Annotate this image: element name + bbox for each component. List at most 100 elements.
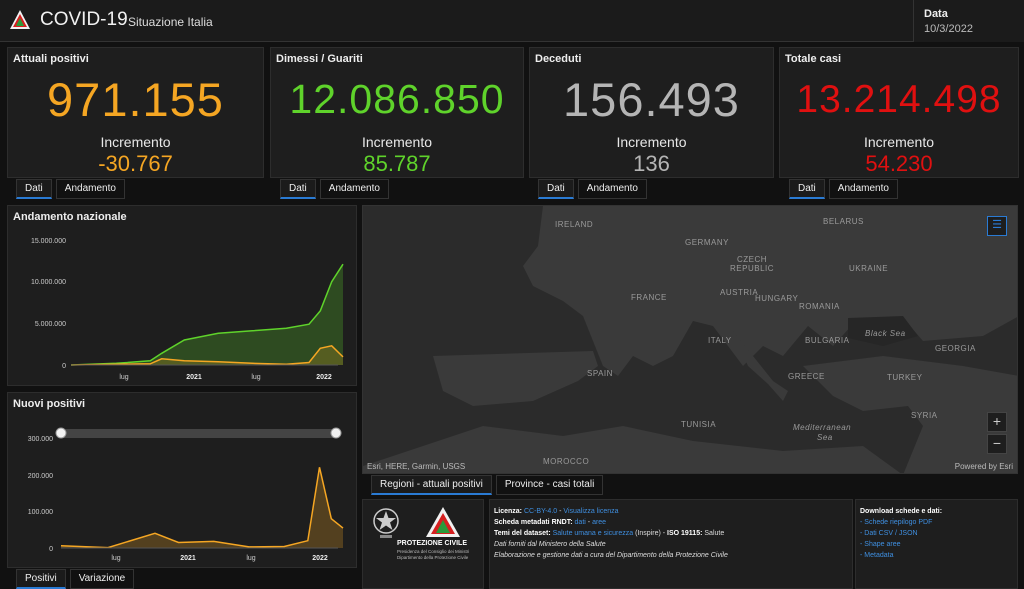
license-label: Licenza: [494,508,523,515]
map-attribution: Esri, HERE, Garmin, USGS [367,462,466,471]
nuovi-positivi-chart[interactable]: 300.000 200.000 100.000 0 lug 2021 lug 2… [8,393,358,569]
tab-andamento[interactable]: Andamento [319,179,389,199]
italian-emblem-icon [373,508,399,538]
y-tick-label: 10.000.000 [31,279,66,286]
themes-inspire: (Inspire) - [633,530,668,537]
map-land [363,206,1017,473]
nuovi-tabs: Positivi Variazione [16,569,135,589]
range-slider-handle-left[interactable] [55,427,67,439]
download-link[interactable]: - Dati CSV / JSON [860,530,918,537]
tab-regioni[interactable]: Regioni - attuali positivi [371,475,492,495]
map-label: SPAIN [587,369,613,378]
y-tick-label: 15.000.000 [31,238,66,245]
map-label: HUNGARY [755,294,799,303]
x-tick-label: lug [251,374,260,381]
tab-andamento[interactable]: Andamento [577,179,647,199]
map-label: Black Sea [865,329,906,338]
tab-dati[interactable]: Dati [16,179,52,199]
series-area [61,467,343,548]
andamento-panel: Andamento nazionale 15.000.000 10.000.00… [7,205,357,386]
tab-positivi[interactable]: Positivi [16,569,66,589]
nuovi-positivi-panel: Nuovi positivi 300.000 200.000 100.000 0… [7,392,357,568]
andamento-chart[interactable]: 15.000.000 10.000.000 5.000.000 0 lug 20… [8,206,358,387]
map-label: MOROCCO [543,457,590,466]
license-panel: Licenza: CC-BY-4.0 - Visualizza licenza … [489,499,853,589]
series-line [70,344,344,366]
y-tick-label: 5.000.000 [35,321,66,328]
map-label: GERMANY [685,238,729,247]
series-line [70,263,344,366]
license-link[interactable]: CC-BY-4.0 [523,508,558,515]
zoom-in-button[interactable]: + [987,412,1007,432]
series-area [71,345,343,365]
protezione-civile-logo-icon [426,507,460,537]
metadata-aree-link[interactable]: aree [592,519,607,526]
map-label: GEORGIA [935,344,976,353]
app-title: COVID-19 [40,9,128,30]
map-label: Sea [817,433,833,442]
zoom-out-button[interactable]: − [987,434,1007,454]
metadata-label: Scheda metadati RNDT: [494,519,573,526]
metadata-line: Scheda metadati RNDT: dati - aree [494,517,848,528]
tab-dati[interactable]: Dati [789,179,825,199]
map-label: FRANCE [631,293,667,302]
separator: - [557,508,564,515]
andamento-title: Andamento nazionale [13,211,127,223]
legend-list-icon[interactable]: ☰ [987,216,1007,236]
map-label: REPUBLIC [730,264,775,273]
series-area [71,264,343,365]
org-sub1: Presidenza del Consiglio dei Ministri [397,549,470,554]
date-box: Data 10/3/2022 [913,0,1024,42]
map-label: IRELAND [555,220,594,229]
x-tick-label: lug [119,374,128,381]
map-label: TURKEY [887,373,923,382]
download-link-label[interactable]: Metadata [864,552,894,559]
kpi-title: Attuali positivi [13,53,89,65]
kpi-value: 13.214.498 [796,78,1002,121]
tab-dati[interactable]: Dati [538,179,574,199]
kpi-increment: 85.787 [363,151,431,176]
date-label: Data [924,8,948,20]
tab-andamento[interactable]: Andamento [55,179,125,199]
date-value: 10/3/2022 [924,23,973,35]
tab-dati[interactable]: Dati [280,179,316,199]
downloads-title: Download schede e dati: [860,508,943,515]
download-link[interactable]: - Schede riepilogo PDF [860,519,933,526]
kpi-increment: 54.230 [865,151,933,176]
kpi-value: 156.493 [563,73,740,126]
x-tick-label: 2022 [316,374,332,381]
y-tick-label: 100.000 [28,509,53,516]
map-label: CZECH [737,255,768,264]
kpi-totale-casi: Totale casi 13.214.498 Incremento 54.230 [779,47,1019,178]
tab-andamento[interactable]: Andamento [828,179,898,199]
top-bar: COVID-19 Situazione Italia Data 10/3/202… [0,0,1024,42]
kpi-dimessi-guariti: Dimessi / Guariti 12.086.850 Incremento … [270,47,524,178]
download-link-label[interactable]: Shape aree [864,541,901,548]
download-link-label[interactable]: Dati CSV / JSON [864,530,918,537]
map-view[interactable]: IRELAND GERMANY CZECH REPUBLIC BELARUS U… [362,205,1018,474]
themes-link[interactable]: Salute umana e sicurezza [552,530,634,537]
data-management-text: Elaborazione e gestione dati a cura del … [494,552,728,559]
metadata-dati-link[interactable]: dati [574,519,586,526]
org-panel: PROTEZIONE CIVILE Presidenza del Consigl… [362,499,484,589]
download-link-label[interactable]: Schede riepilogo PDF [864,519,933,526]
themes-label: Temi del dataset: [494,530,551,537]
y-tick-label: 300.000 [28,436,53,443]
x-tick-label: 2022 [312,555,328,562]
download-link[interactable]: - Metadata [860,552,894,559]
tab-variazione[interactable]: Variazione [69,569,135,589]
range-slider-track[interactable] [61,429,337,438]
download-link[interactable]: - Shape aree [860,541,901,548]
iso-value: Salute [702,530,725,537]
map-tabs: Regioni - attuali positivi Province - ca… [371,475,604,495]
range-slider-handle-right[interactable] [330,427,342,439]
map-label: SYRIA [911,411,938,420]
app-subtitle: Situazione Italia [128,15,213,29]
kpi-title: Dimessi / Guariti [276,53,363,65]
tab-province[interactable]: Province - casi totali [495,475,604,495]
map-powered-by[interactable]: Powered by Esri [954,462,1013,471]
view-license-link[interactable]: Visualizza licenza [563,508,619,515]
map-label: ITALY [708,336,732,345]
map-label: BELARUS [823,217,864,226]
kpi-increment-label: Incremento [100,134,171,150]
